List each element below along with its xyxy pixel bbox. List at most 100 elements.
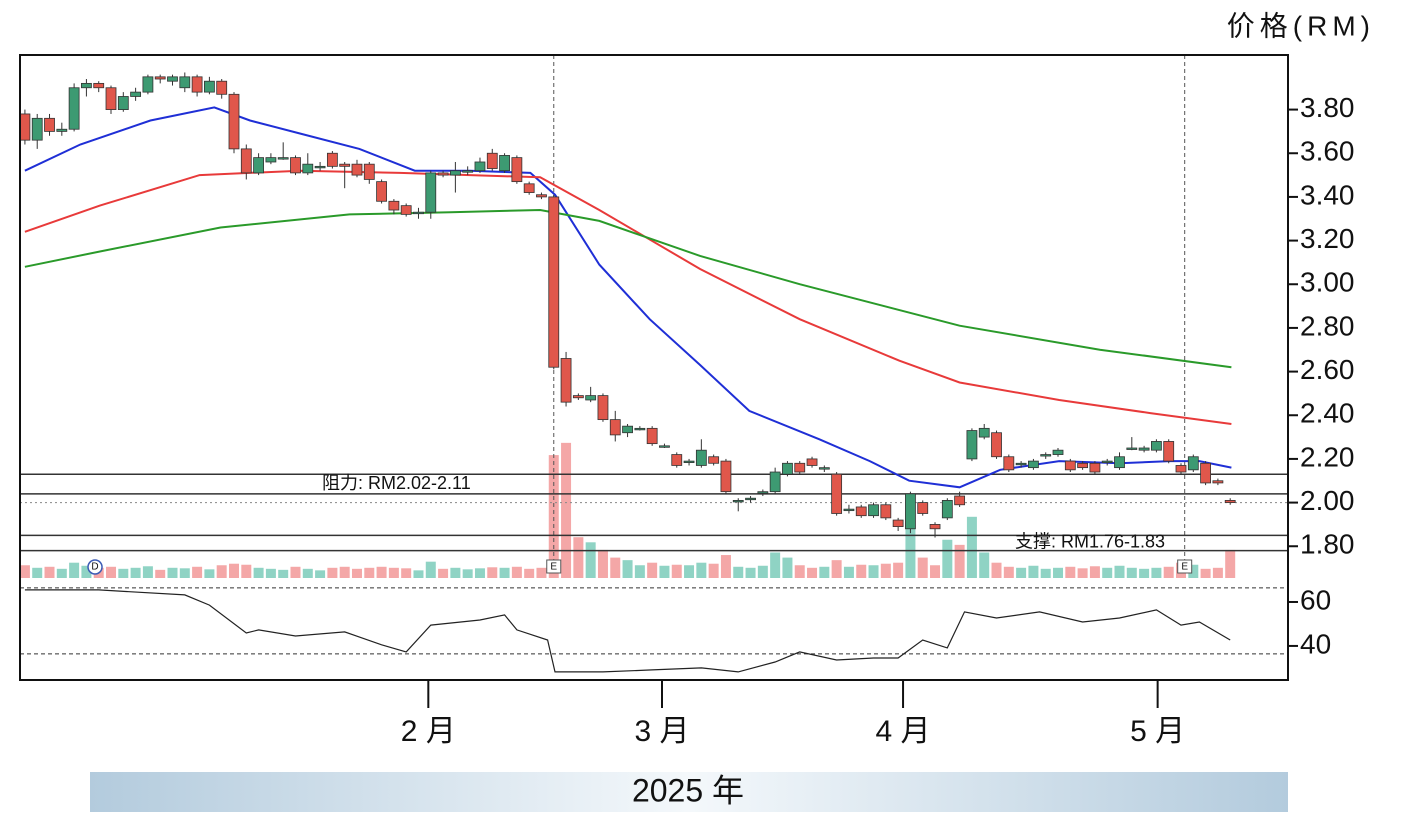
candle-body (462, 170, 474, 173)
x-tick-label: 2 月 (401, 715, 456, 748)
volume-bar (474, 568, 485, 578)
volume-bar (1102, 567, 1113, 578)
candle-body (991, 432, 1002, 458)
y-tick-label: 3.40 (1300, 179, 1355, 210)
candle-body (376, 181, 387, 202)
candle-body (449, 170, 461, 176)
volume-bar (954, 544, 965, 578)
event-marker (87, 559, 103, 575)
volume-bar (19, 565, 30, 578)
candle-body (1052, 449, 1064, 455)
candle-body (732, 499, 744, 503)
candle-body (130, 91, 142, 97)
volume-bar (1016, 567, 1027, 578)
volume-bar (499, 567, 510, 578)
volume-bar (290, 566, 301, 578)
volume-bar (81, 565, 92, 578)
event-label: E (550, 562, 557, 573)
y-tick-label: 60 (1300, 584, 1331, 615)
candle-body (671, 454, 683, 466)
ema-line (24, 169, 1232, 425)
candle-body (609, 419, 621, 436)
x-tick-label: 3 月 (634, 715, 689, 748)
candle-body (44, 117, 55, 132)
y-tick-label: 2.80 (1300, 310, 1355, 341)
candle-body (720, 460, 732, 493)
volume-bar (142, 566, 153, 578)
candle-body (1163, 441, 1175, 462)
volume-bar (1053, 567, 1064, 578)
x-tick-label: 4 月 (876, 715, 931, 748)
candle-body (966, 430, 978, 460)
volume-bar (44, 566, 55, 578)
candle-body (1212, 480, 1224, 484)
volume-bar (794, 565, 805, 578)
volume-bar (1212, 567, 1223, 578)
candle-body (929, 524, 941, 530)
candle-body (499, 155, 510, 172)
volume-bar (684, 565, 695, 578)
candle-body (892, 519, 904, 527)
y-tick-label: 2.00 (1300, 485, 1355, 516)
volume-bar (315, 570, 326, 578)
candle-body (905, 493, 916, 530)
candle-body (290, 157, 301, 174)
candle-body (659, 445, 670, 448)
volume-bar (228, 563, 239, 578)
volume-bar (610, 557, 621, 578)
candle-body (142, 76, 154, 93)
candle-body (204, 80, 215, 93)
volume-bar (548, 455, 559, 578)
candle-body (560, 358, 572, 403)
candle-body (523, 183, 535, 193)
x-tick-label: 5 月 (1130, 715, 1185, 748)
candle-body (1089, 462, 1101, 473)
candle-body (978, 427, 990, 438)
volume-bar (757, 565, 768, 578)
candle-body (634, 427, 646, 431)
volume-bar (782, 557, 793, 578)
y-tick-label: 1.80 (1300, 529, 1355, 560)
candle-body (880, 504, 892, 519)
candle-body (117, 96, 129, 110)
candle-body (1224, 499, 1236, 503)
ema-line (24, 208, 1232, 369)
candle-body (228, 93, 240, 150)
volume-bar (106, 566, 117, 578)
candle-body (536, 194, 547, 198)
y-tick-label: 3.00 (1300, 267, 1355, 298)
volume-bar (1089, 566, 1100, 578)
candle-body (757, 491, 769, 494)
candle-body (597, 395, 609, 421)
candle-body (548, 196, 560, 368)
candle-body (31, 117, 43, 141)
volume-bar (388, 567, 399, 578)
volume-bar (807, 567, 818, 578)
volume-bar (917, 557, 928, 578)
candle-body (941, 499, 953, 519)
candle-body (486, 152, 498, 169)
candle-body (1077, 462, 1089, 469)
candle-body (302, 163, 314, 174)
y-tick-label: 2.60 (1300, 354, 1355, 385)
candle-body (351, 163, 363, 176)
candle-body (868, 504, 879, 517)
volume-bar (868, 565, 879, 578)
volume-bar (413, 570, 424, 578)
candle-body (19, 113, 31, 141)
candle-body (1187, 456, 1199, 471)
candle-body (1015, 462, 1027, 466)
volume-bar (1114, 565, 1125, 578)
resistance-label: 阻力: RM2.02-2.11 (322, 473, 471, 493)
candle-body (1003, 456, 1015, 471)
candle-body (1175, 465, 1187, 473)
volume-bar (69, 562, 80, 578)
volume-bar (585, 542, 596, 578)
volume-bar (942, 539, 953, 578)
event-marker (1177, 559, 1193, 574)
x-axis-title: 2025 年 (632, 772, 744, 808)
volume-bar (843, 566, 854, 578)
volume-bar (536, 567, 547, 578)
volume-bar (966, 516, 977, 578)
candle-body (695, 449, 707, 466)
